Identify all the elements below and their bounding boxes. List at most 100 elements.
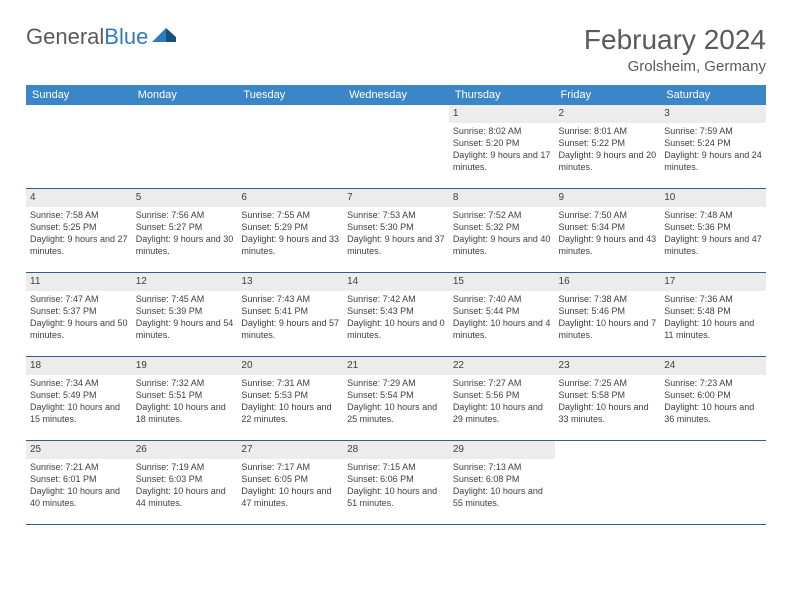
day-number: 8	[449, 189, 555, 207]
day-cell: Sunrise: 7:17 AMSunset: 6:05 PMDaylight:…	[237, 459, 343, 525]
daylight-line: Daylight: 9 hours and 47 minutes.	[664, 233, 762, 257]
day-cell: Sunrise: 7:21 AMSunset: 6:01 PMDaylight:…	[26, 459, 132, 525]
daylight-line: Daylight: 10 hours and 25 minutes.	[347, 401, 445, 425]
sunset-line: Sunset: 5:56 PM	[453, 389, 551, 401]
day-number: 24	[660, 357, 766, 375]
day-number	[237, 105, 343, 123]
sunset-line: Sunset: 5:27 PM	[136, 221, 234, 233]
day-number	[26, 105, 132, 123]
logo-mark-icon	[152, 24, 178, 50]
daylight-line: Daylight: 10 hours and 0 minutes.	[347, 317, 445, 341]
sunset-line: Sunset: 5:34 PM	[559, 221, 657, 233]
col-friday: Friday	[555, 85, 661, 105]
day-cell: Sunrise: 7:45 AMSunset: 5:39 PMDaylight:…	[132, 291, 238, 357]
sunset-line: Sunset: 5:51 PM	[136, 389, 234, 401]
sunset-line: Sunset: 6:06 PM	[347, 473, 445, 485]
logo-text-general: General	[26, 24, 104, 50]
day-cell	[26, 123, 132, 189]
day-cell	[343, 123, 449, 189]
day-cell: Sunrise: 7:36 AMSunset: 5:48 PMDaylight:…	[660, 291, 766, 357]
day-number: 17	[660, 273, 766, 291]
day-cell: Sunrise: 7:34 AMSunset: 5:49 PMDaylight:…	[26, 375, 132, 441]
sunset-line: Sunset: 6:03 PM	[136, 473, 234, 485]
day-cell: Sunrise: 7:47 AMSunset: 5:37 PMDaylight:…	[26, 291, 132, 357]
month-title: February 2024	[584, 24, 766, 56]
weekday-header-row: Sunday Monday Tuesday Wednesday Thursday…	[26, 85, 766, 105]
content-row: Sunrise: 7:58 AMSunset: 5:25 PMDaylight:…	[26, 207, 766, 273]
daylight-line: Daylight: 9 hours and 50 minutes.	[30, 317, 128, 341]
daylight-line: Daylight: 10 hours and 7 minutes.	[559, 317, 657, 341]
day-cell: Sunrise: 7:48 AMSunset: 5:36 PMDaylight:…	[660, 207, 766, 273]
day-cell: Sunrise: 7:29 AMSunset: 5:54 PMDaylight:…	[343, 375, 449, 441]
col-wednesday: Wednesday	[343, 85, 449, 105]
day-number: 21	[343, 357, 449, 375]
day-cell	[237, 123, 343, 189]
sunrise-line: Sunrise: 7:59 AM	[664, 125, 762, 137]
day-number: 3	[660, 105, 766, 123]
daylight-line: Daylight: 9 hours and 37 minutes.	[347, 233, 445, 257]
sunrise-line: Sunrise: 7:47 AM	[30, 293, 128, 305]
col-sunday: Sunday	[26, 85, 132, 105]
logo: GeneralBlue	[26, 24, 178, 50]
content-row: Sunrise: 8:02 AMSunset: 5:20 PMDaylight:…	[26, 123, 766, 189]
logo-text-blue: Blue	[104, 24, 148, 50]
sunrise-line: Sunrise: 7:43 AM	[241, 293, 339, 305]
daylight-line: Daylight: 10 hours and 47 minutes.	[241, 485, 339, 509]
daylight-line: Daylight: 9 hours and 17 minutes.	[453, 149, 551, 173]
sunset-line: Sunset: 5:25 PM	[30, 221, 128, 233]
daylight-line: Daylight: 10 hours and 11 minutes.	[664, 317, 762, 341]
sunset-line: Sunset: 5:39 PM	[136, 305, 234, 317]
day-cell: Sunrise: 7:53 AMSunset: 5:30 PMDaylight:…	[343, 207, 449, 273]
day-number: 1	[449, 105, 555, 123]
day-number: 9	[555, 189, 661, 207]
col-saturday: Saturday	[660, 85, 766, 105]
daylight-line: Daylight: 9 hours and 20 minutes.	[559, 149, 657, 173]
daylight-line: Daylight: 10 hours and 15 minutes.	[30, 401, 128, 425]
sunrise-line: Sunrise: 7:29 AM	[347, 377, 445, 389]
day-number	[555, 441, 661, 459]
day-cell: Sunrise: 7:25 AMSunset: 5:58 PMDaylight:…	[555, 375, 661, 441]
sunrise-line: Sunrise: 7:38 AM	[559, 293, 657, 305]
sunset-line: Sunset: 6:05 PM	[241, 473, 339, 485]
sunrise-line: Sunrise: 7:34 AM	[30, 377, 128, 389]
sunrise-line: Sunrise: 7:31 AM	[241, 377, 339, 389]
day-number: 15	[449, 273, 555, 291]
day-cell: Sunrise: 7:56 AMSunset: 5:27 PMDaylight:…	[132, 207, 238, 273]
day-number: 29	[449, 441, 555, 459]
day-number: 2	[555, 105, 661, 123]
sunset-line: Sunset: 5:58 PM	[559, 389, 657, 401]
day-cell	[660, 459, 766, 525]
sunrise-line: Sunrise: 7:13 AM	[453, 461, 551, 473]
col-tuesday: Tuesday	[237, 85, 343, 105]
sunrise-line: Sunrise: 7:56 AM	[136, 209, 234, 221]
daynum-row: 123	[26, 105, 766, 123]
sunrise-line: Sunrise: 7:23 AM	[664, 377, 762, 389]
day-number: 14	[343, 273, 449, 291]
daynum-row: 2526272829	[26, 441, 766, 459]
daylight-line: Daylight: 9 hours and 30 minutes.	[136, 233, 234, 257]
sunrise-line: Sunrise: 7:55 AM	[241, 209, 339, 221]
day-number: 13	[237, 273, 343, 291]
daylight-line: Daylight: 10 hours and 44 minutes.	[136, 485, 234, 509]
content-row: Sunrise: 7:21 AMSunset: 6:01 PMDaylight:…	[26, 459, 766, 525]
sunrise-line: Sunrise: 7:25 AM	[559, 377, 657, 389]
day-cell: Sunrise: 7:55 AMSunset: 5:29 PMDaylight:…	[237, 207, 343, 273]
daylight-line: Daylight: 9 hours and 54 minutes.	[136, 317, 234, 341]
day-number: 23	[555, 357, 661, 375]
day-cell: Sunrise: 7:27 AMSunset: 5:56 PMDaylight:…	[449, 375, 555, 441]
daylight-line: Daylight: 10 hours and 29 minutes.	[453, 401, 551, 425]
sunset-line: Sunset: 5:36 PM	[664, 221, 762, 233]
daylight-line: Daylight: 10 hours and 40 minutes.	[30, 485, 128, 509]
sunrise-line: Sunrise: 8:02 AM	[453, 125, 551, 137]
sunset-line: Sunset: 5:29 PM	[241, 221, 339, 233]
sunrise-line: Sunrise: 7:50 AM	[559, 209, 657, 221]
sunset-line: Sunset: 5:54 PM	[347, 389, 445, 401]
day-cell: Sunrise: 7:32 AMSunset: 5:51 PMDaylight:…	[132, 375, 238, 441]
header: GeneralBlue February 2024 Grolsheim, Ger…	[26, 24, 766, 75]
day-number: 4	[26, 189, 132, 207]
daylight-line: Daylight: 10 hours and 33 minutes.	[559, 401, 657, 425]
day-number: 25	[26, 441, 132, 459]
col-monday: Monday	[132, 85, 238, 105]
day-cell: Sunrise: 7:52 AMSunset: 5:32 PMDaylight:…	[449, 207, 555, 273]
day-number: 26	[132, 441, 238, 459]
